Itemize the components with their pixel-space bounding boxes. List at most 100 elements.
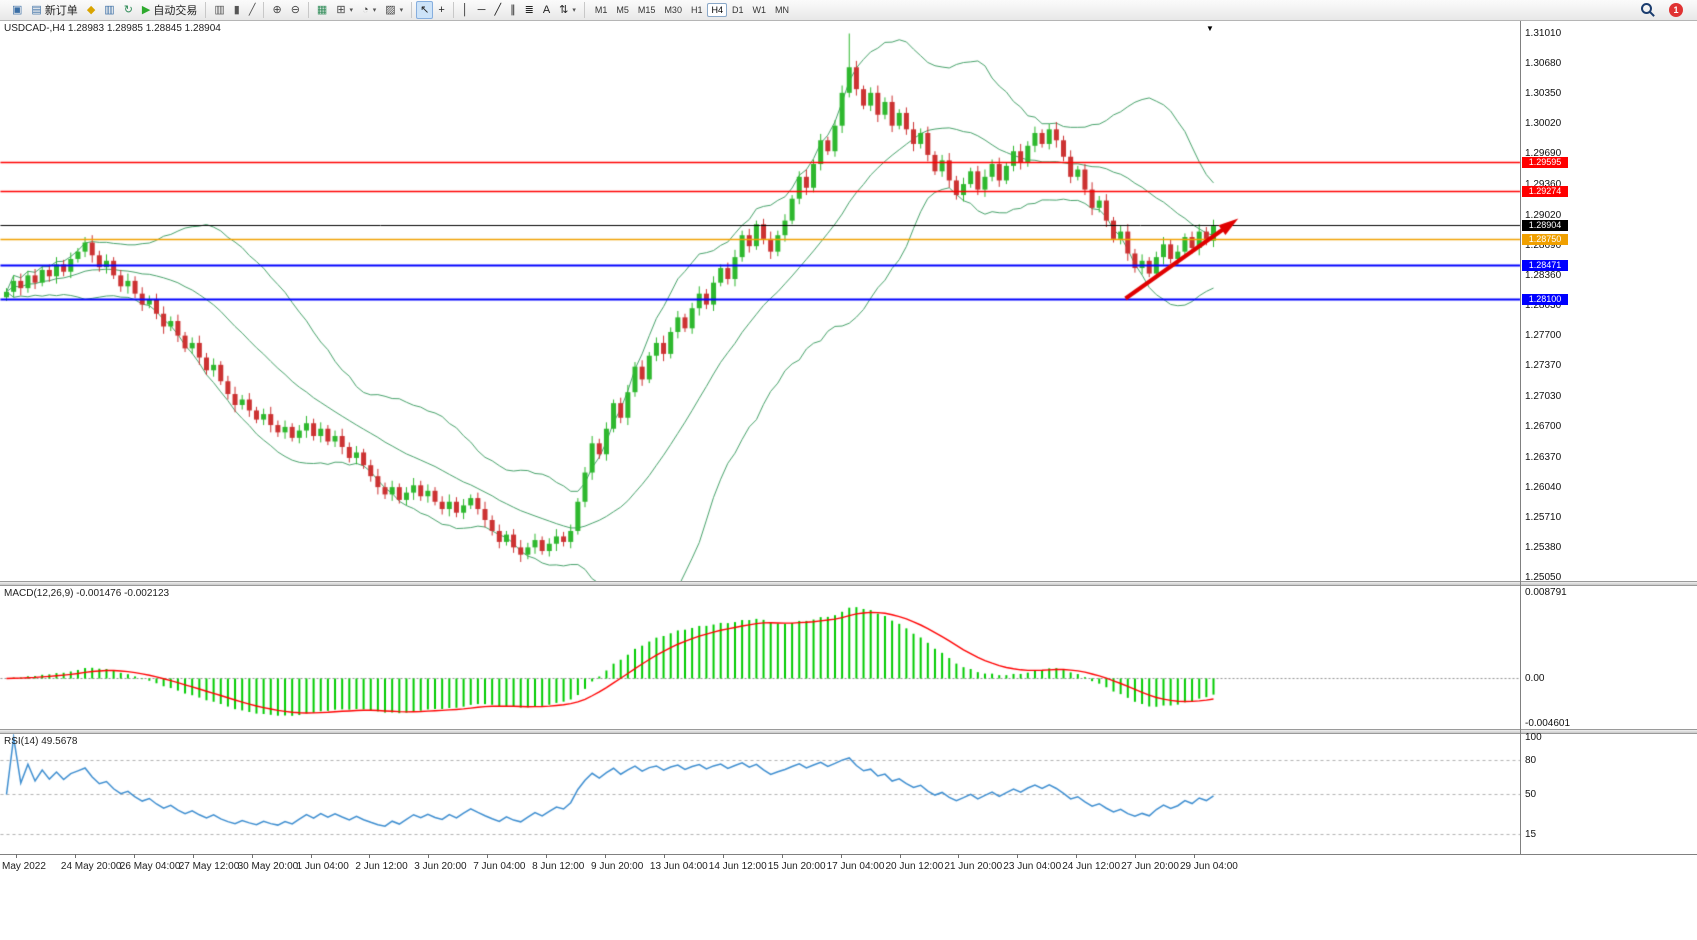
price-axis-label: 1.25380 (1525, 541, 1562, 553)
toolbar-group: ▦ ⊞ ▾ ◔ ▾ ▨ ▾ (309, 1, 413, 19)
price-axis-label: 1.28360 (1525, 269, 1562, 281)
toolbar-group: │ ─ ╱ ∥ ≣ A ⇅ ▾ (454, 2, 585, 18)
time-axis-label: 23 Jun 04:00 (1003, 854, 1062, 872)
search-icon[interactable] (1641, 3, 1655, 17)
rsi-axis-label: 80 (1525, 754, 1537, 766)
new-order-button-label: 新订单 (44, 5, 78, 17)
panel-splitter-2[interactable] (0, 729, 1697, 734)
new-order-button[interactable]: ▤ 新订单 (27, 1, 81, 19)
toolbar-group: ▣ ▤ 新订单 ◆ ▥ ↻ ▶ 自动交易 (4, 1, 207, 19)
auto-trading-button-label: 自动交易 (153, 5, 198, 17)
price-axis-label: 1.31010 (1525, 28, 1562, 39)
metaeditor-icon: ◆ (86, 4, 96, 16)
price-axis-label: 1.30350 (1525, 88, 1562, 100)
price-axis-label: 1.25050 (1525, 572, 1562, 583)
time-axis[interactable]: May 2022 24 May 20:00 26 May 04:00 27 May 1… (0, 854, 1697, 877)
price-axis-label: 1.27700 (1525, 330, 1562, 342)
end-of-data-marker[interactable]: ▼ (1206, 24, 1214, 33)
time-axis-label: 3 Jun 20:00 (414, 854, 467, 872)
panel-splitter[interactable] (0, 581, 1697, 586)
rsi-canvas[interactable] (0, 734, 1697, 854)
time-axis-label: 8 Jun 12:00 (532, 854, 585, 872)
new-order-icon: ▤ (31, 4, 42, 16)
timeframe-m30[interactable]: M30 (664, 5, 682, 15)
price-axis-label: 1.29020 (1525, 209, 1562, 221)
channel-icon[interactable]: ∥ (506, 1, 520, 19)
trendline-icon[interactable]: ╱ (490, 1, 505, 19)
refresh-icon[interactable]: ↻ (120, 1, 137, 19)
time-axis-label: 26 May 04:00 (119, 854, 181, 872)
price-tag: 1.28471 (1522, 259, 1568, 271)
time-axis-label: 17 Jun 04:00 (826, 854, 885, 872)
zoom-out-icon: ⊖ (290, 4, 300, 16)
notification-badge[interactable]: 1 (1669, 3, 1683, 17)
caret-down-icon: ▾ (572, 7, 576, 14)
search-handle (1649, 11, 1655, 17)
fibonacci-icon[interactable]: ≣ (521, 1, 538, 19)
rsi-axis-label: 15 (1525, 828, 1537, 840)
time-axis-label: 30 May 20:00 (237, 854, 299, 872)
channel-icon: ∥ (510, 4, 516, 16)
bar-chart-type-icon: ▥ (214, 4, 225, 16)
price-axis-label: 1.26040 (1525, 481, 1562, 493)
line-chart-type-icon[interactable]: ╱ (245, 1, 260, 19)
price-axis-label: 1.26370 (1525, 451, 1562, 463)
price-axis-label: 1.28030 (1525, 300, 1562, 311)
price-tag: 1.29595 (1522, 157, 1568, 169)
price-axis-label: 1.30020 (1525, 118, 1562, 130)
new-chart-dropdown[interactable]: ⊞ ▾ (332, 1, 357, 19)
time-axis-label: 29 Jun 04:00 (1180, 854, 1238, 872)
toolbar-right: 1 (1641, 3, 1693, 17)
chart-window-icon[interactable]: ▣ (8, 1, 26, 19)
line-chart-type-icon: ╱ (248, 4, 256, 16)
timeframe-h1[interactable]: H1 (690, 5, 703, 15)
text-icon[interactable]: A (539, 1, 554, 19)
templates-dropdown-icon: ▨ (385, 4, 396, 16)
price-axis-label: 1.27370 (1525, 360, 1562, 372)
refresh-icon: ↻ (123, 4, 133, 16)
auto-trading-button[interactable]: ▶ 自动交易 (138, 1, 201, 19)
macd-axis-label: -0.004601 (1525, 718, 1571, 729)
horizontal-line-icon[interactable]: ─ (474, 1, 490, 19)
timeframe-h4[interactable]: H4 (707, 3, 727, 17)
time-axis-label: 14 Jun 12:00 (708, 854, 767, 872)
time-axis-label: May 2022 (2, 854, 46, 872)
horizontal-line-icon: ─ (477, 4, 486, 16)
main-chart-panel: USDCAD-,H4 1.28983 1.28985 1.28845 1.289… (0, 21, 1697, 581)
price-chart-canvas[interactable] (0, 21, 1697, 581)
tile-windows-icon[interactable]: ▦ (313, 1, 331, 19)
timeframe-w1[interactable]: W1 (752, 5, 767, 15)
crosshair-icon[interactable]: + (434, 1, 448, 19)
rsi-axis-label: 100 (1525, 732, 1542, 743)
timeframe-m5[interactable]: M5 (616, 5, 629, 15)
periods-dropdown[interactable]: ◔ ▾ (358, 1, 380, 19)
price-tag: 1.28750 (1522, 234, 1568, 246)
templates-dropdown[interactable]: ▨ ▾ (381, 1, 407, 19)
bar-chart-type-icon[interactable]: ▥ (210, 1, 228, 19)
metaeditor-icon[interactable]: ◆ (83, 1, 99, 19)
caret-down-icon: ▾ (349, 7, 354, 14)
price-tag: 1.28904 (1522, 220, 1568, 232)
time-axis-label: 20 Jun 12:00 (885, 854, 944, 872)
zoom-in-icon[interactable]: ⊕ (268, 1, 285, 19)
market-watch-icon[interactable]: ▥ (100, 1, 118, 19)
time-axis-label: 24 May 20:00 (60, 854, 122, 872)
timeframe-mn[interactable]: MN (775, 5, 789, 15)
vertical-line-icon[interactable]: │ (458, 1, 473, 19)
macd-canvas[interactable] (0, 586, 1697, 729)
symbol-ohlc-label: USDCAD-,H4 1.28983 1.28985 1.28845 1.289… (4, 23, 221, 34)
trendline-icon: ╱ (494, 4, 502, 16)
toolbar-group: ↖ + (412, 1, 454, 19)
zoom-in-icon: ⊕ (272, 4, 282, 16)
price-axis[interactable]: 1.31010 1.30680 1.30350 1.30020 1.29690 1.293… (1521, 21, 1697, 854)
zoom-out-icon[interactable]: ⊖ (287, 1, 304, 19)
timeframe-m15[interactable]: M15 (637, 5, 656, 15)
arrows-dropdown[interactable]: ⇅ ▾ (555, 1, 580, 19)
timeframe-d1[interactable]: D1 (731, 5, 744, 15)
cursor-icon[interactable]: ↖ (416, 1, 434, 19)
timeframe-m1[interactable]: M1 (594, 5, 608, 15)
toolbar-group: ⊕ ⊖ (264, 1, 309, 19)
candlestick-type-icon[interactable]: ▮ (230, 1, 244, 19)
timeframe-toolbar: M1 M5 M15 M30 H1 H4 D1 W1 MN (585, 2, 799, 18)
crosshair-icon: + (438, 4, 445, 16)
